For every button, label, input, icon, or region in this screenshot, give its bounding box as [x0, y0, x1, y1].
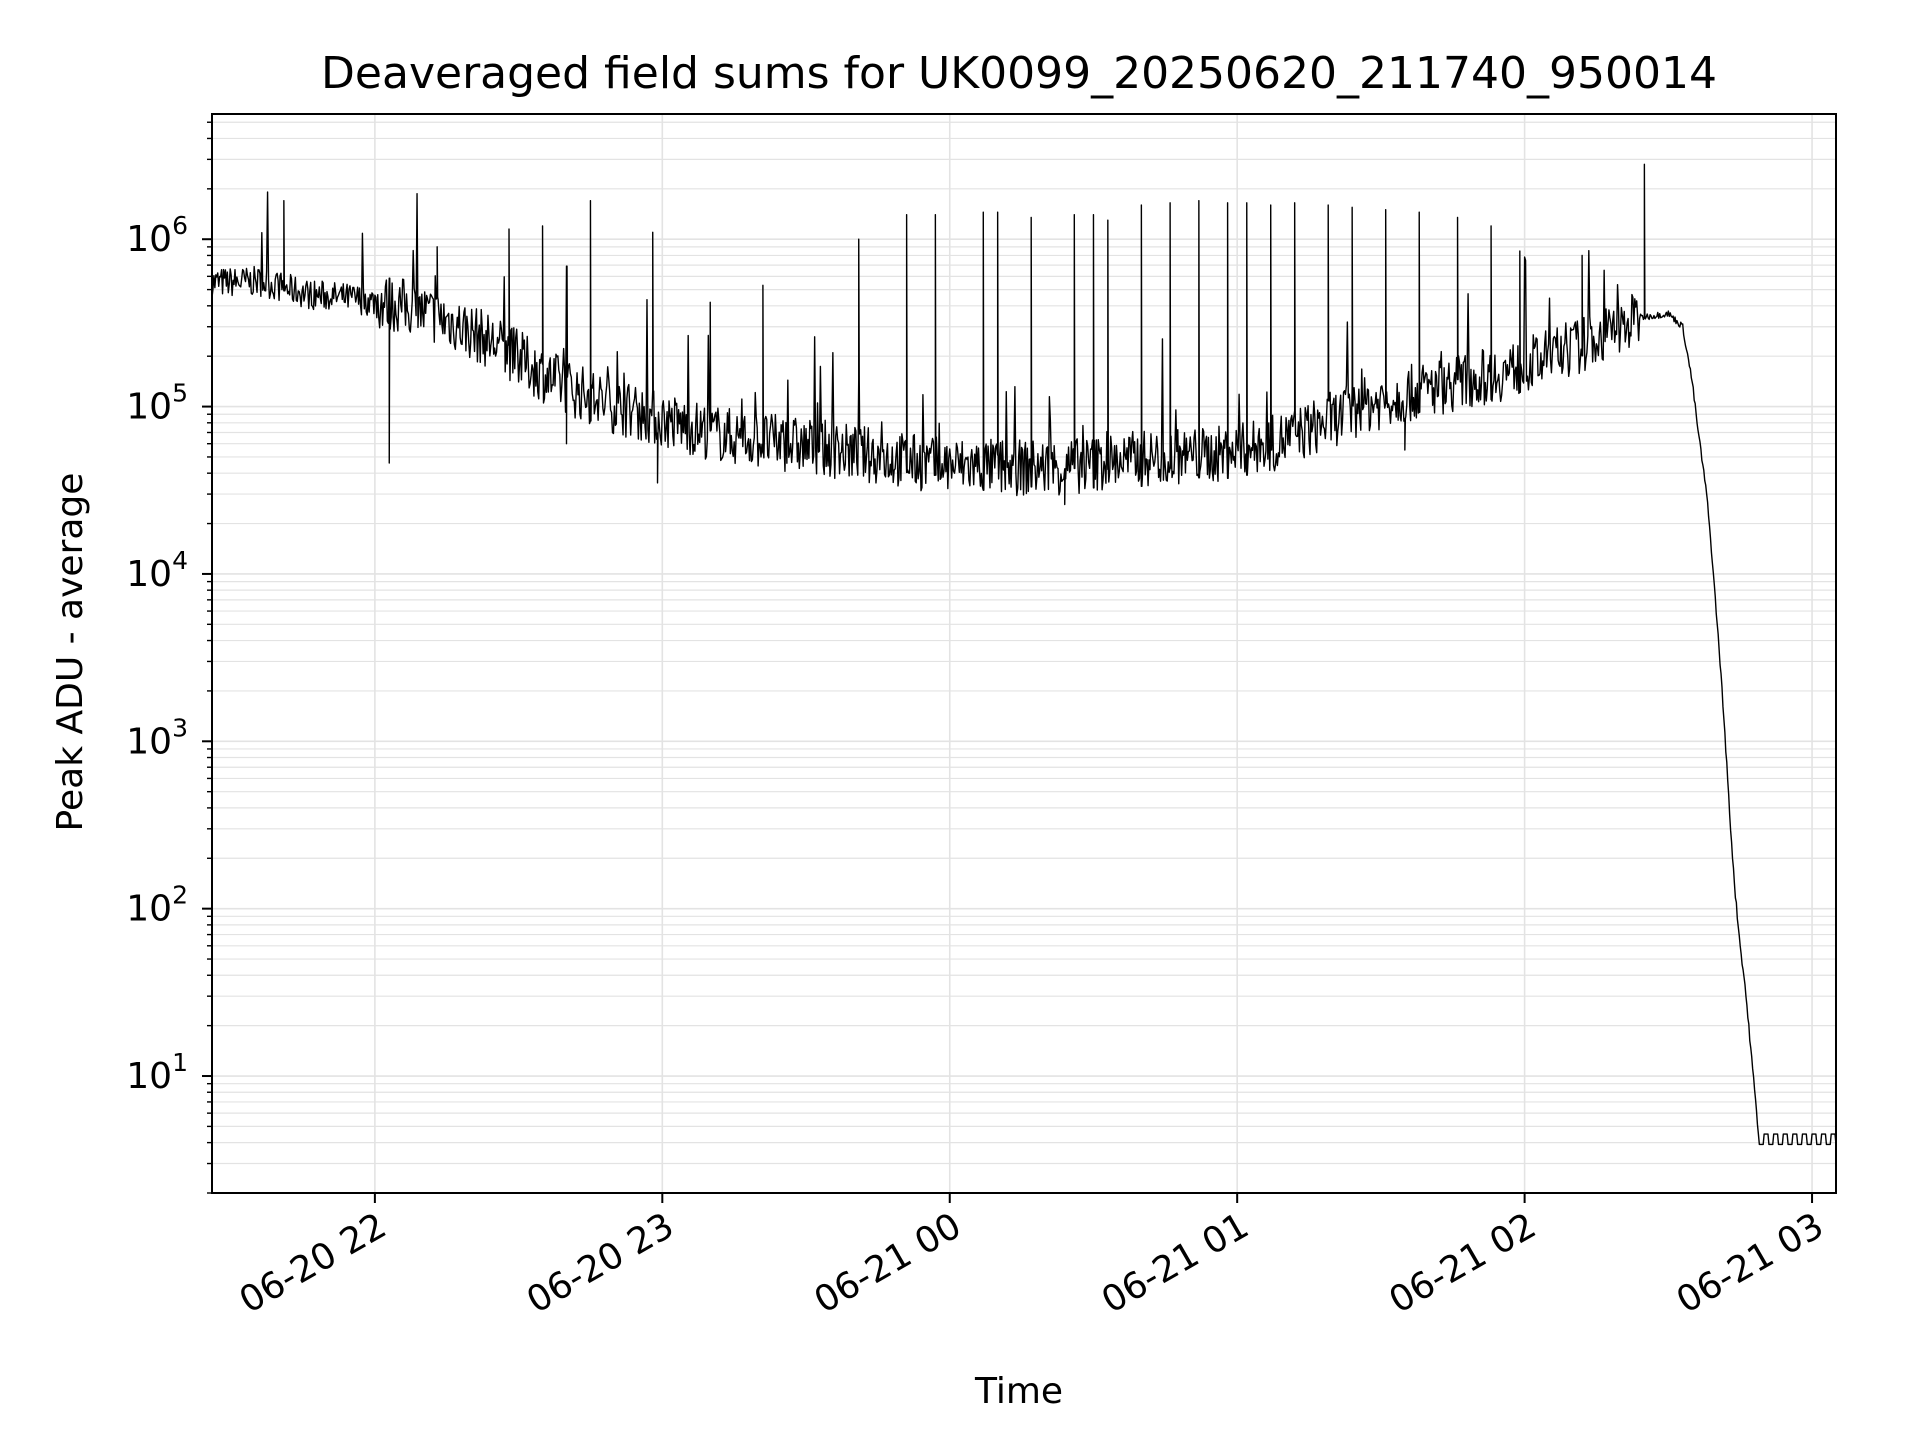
y-axis-label: Peak ADU - average: [50, 473, 91, 832]
grid: [212, 114, 1836, 1194]
x-tick-label: 06-21 02: [1382, 1205, 1543, 1321]
y-tick-label-exponent: 1: [172, 1048, 188, 1077]
y-tick-label-base: 10: [126, 1056, 172, 1097]
x-axis-label: Time: [974, 1371, 1063, 1412]
chart-title: Deaveraged field sums for UK0099_2025062…: [321, 48, 1717, 99]
y-tick-label: 101: [126, 1048, 188, 1097]
series-line: [211, 163, 1837, 1146]
y-tick-label-exponent: 6: [172, 211, 188, 240]
y-tick-label-base: 10: [126, 554, 172, 595]
y-tick-label-base: 10: [126, 387, 172, 428]
y-tick-label-exponent: 4: [172, 546, 188, 575]
y-tick-label-base: 10: [126, 721, 172, 762]
y-tick-label: 103: [126, 713, 188, 762]
y-tick-label-base: 10: [126, 889, 172, 930]
x-tick-label: 06-21 00: [808, 1205, 969, 1321]
x-tick-label: 06-20 22: [233, 1205, 394, 1321]
y-tick-label: 106: [126, 211, 188, 260]
x-tick-label: 06-21 01: [1095, 1205, 1256, 1321]
x-axis: 06-20 22 06-20 23 06-21 00 06-21 01 06-21 02…: [233, 1193, 1831, 1322]
plot-frame: [211, 113, 1837, 1194]
y-tick-label-base: 10: [126, 219, 172, 260]
y-tick-label: 104: [126, 546, 188, 595]
y-tick-label-exponent: 2: [172, 881, 188, 910]
x-tick-label: 06-21 03: [1670, 1205, 1831, 1321]
y-tick-label: 102: [126, 881, 188, 930]
y-tick-label: 105: [126, 379, 188, 428]
x-tick-label: 06-20 23: [520, 1205, 681, 1321]
y-tick-label-exponent: 3: [172, 713, 188, 742]
y-tick-label-exponent: 5: [172, 379, 188, 408]
